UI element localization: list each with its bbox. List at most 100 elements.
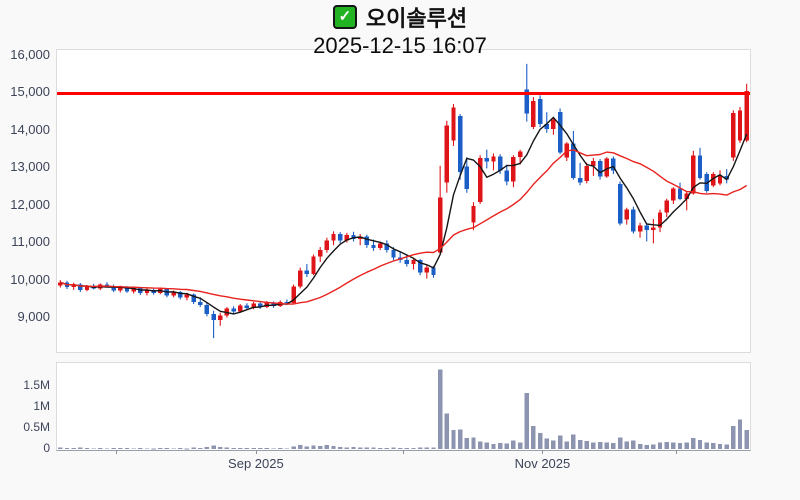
volume-bar bbox=[184, 448, 190, 450]
volume-bar bbox=[251, 448, 256, 449]
volume-axis-label: 1.5M bbox=[23, 378, 50, 393]
candle-body bbox=[411, 260, 416, 264]
price-chart-panel[interactable] bbox=[56, 49, 751, 353]
volume-bar bbox=[437, 369, 443, 449]
volume-bar bbox=[364, 447, 370, 449]
volume-bar bbox=[164, 447, 170, 449]
volume-bar bbox=[664, 441, 669, 449]
candle-body bbox=[304, 270, 310, 275]
candle-body bbox=[178, 292, 183, 298]
candle-body bbox=[551, 119, 556, 130]
candle-body bbox=[637, 225, 643, 232]
candle-body bbox=[731, 112, 736, 158]
month-tick bbox=[115, 450, 117, 454]
candle-body bbox=[364, 236, 370, 246]
volume-bar bbox=[531, 425, 536, 449]
volume-bar bbox=[611, 443, 616, 449]
price-chart-svg bbox=[57, 63, 750, 339]
candle-body bbox=[271, 302, 276, 306]
candle-body bbox=[744, 90, 749, 141]
volume-bar bbox=[64, 447, 70, 449]
candle-body bbox=[597, 160, 603, 177]
volume-bar bbox=[58, 447, 63, 449]
volume-bar bbox=[304, 446, 310, 449]
volume-bar bbox=[544, 438, 549, 449]
candle-body bbox=[404, 259, 410, 264]
volume-bar bbox=[744, 430, 749, 449]
candle-body bbox=[684, 193, 689, 199]
volume-bar bbox=[711, 443, 716, 449]
candle-body bbox=[671, 188, 676, 201]
volume-bar bbox=[244, 448, 250, 450]
volume-bar bbox=[411, 448, 416, 449]
candle-body bbox=[258, 303, 263, 308]
volume-bar bbox=[511, 440, 516, 449]
title-line: ✓ 오이솔루션 bbox=[0, 1, 800, 32]
candle-body bbox=[724, 175, 729, 180]
volume-chart-svg bbox=[58, 369, 749, 450]
volume-axis-label: 1M bbox=[33, 399, 50, 414]
volume-bar bbox=[457, 429, 463, 449]
volume-bar bbox=[178, 448, 183, 449]
candle-body bbox=[524, 89, 529, 114]
volume-bar bbox=[371, 447, 376, 449]
volume-bar bbox=[591, 442, 596, 449]
volume-bar bbox=[504, 443, 509, 449]
candle-body bbox=[331, 233, 336, 241]
candle-body bbox=[531, 100, 536, 128]
candle-body bbox=[417, 260, 423, 273]
page-subtitle: 2025-12-15 16:07 bbox=[313, 33, 487, 58]
volume-bar bbox=[337, 446, 343, 449]
volume-bar bbox=[724, 444, 729, 449]
candle-body bbox=[198, 302, 203, 306]
candle-body bbox=[384, 243, 390, 251]
candle-body bbox=[557, 112, 563, 153]
candle-body bbox=[311, 256, 316, 275]
candle-body bbox=[617, 183, 623, 224]
volume-bar bbox=[258, 448, 263, 450]
volume-bar bbox=[91, 448, 96, 450]
volume-chart-panel[interactable] bbox=[56, 362, 751, 451]
volume-bar bbox=[311, 445, 316, 449]
candle-body bbox=[371, 245, 376, 249]
candle-body bbox=[437, 197, 443, 253]
chart-header: ✓ 오이솔루션 2025-12-15 16:07 bbox=[0, 1, 800, 59]
volume-bar bbox=[577, 439, 583, 449]
candle-body bbox=[444, 125, 450, 183]
volume-bar bbox=[597, 441, 603, 449]
candle-body bbox=[324, 240, 330, 251]
volume-bar bbox=[104, 448, 110, 450]
candle-body bbox=[451, 107, 456, 141]
volume-bar bbox=[557, 435, 563, 449]
volume-bar bbox=[477, 441, 483, 449]
volume-bar bbox=[291, 446, 296, 449]
candle-body bbox=[691, 155, 696, 194]
volume-bar bbox=[464, 438, 470, 449]
candle-body bbox=[104, 284, 110, 287]
page-title: 오이솔루션 bbox=[365, 5, 468, 31]
volume-bar bbox=[191, 447, 196, 449]
volume-bar bbox=[704, 442, 709, 449]
candle-body bbox=[711, 174, 716, 186]
candle-body bbox=[471, 205, 476, 223]
candle-body bbox=[484, 157, 489, 162]
candle-body bbox=[238, 305, 243, 312]
volume-bar bbox=[84, 448, 90, 450]
volume-bar bbox=[98, 448, 103, 449]
x-axis-label: Sep 2025 bbox=[228, 456, 284, 471]
candle-body bbox=[457, 115, 463, 173]
volume-bar bbox=[684, 442, 689, 449]
volume-bar bbox=[231, 448, 236, 449]
x-axis-label: Nov 2025 bbox=[514, 456, 571, 471]
candle-body bbox=[344, 235, 350, 241]
candle-body bbox=[298, 270, 303, 287]
volume-bar bbox=[158, 448, 163, 450]
volume-bar bbox=[138, 448, 143, 449]
price-axis-label: 9,000 bbox=[17, 309, 50, 325]
volume-bar bbox=[517, 442, 523, 449]
volume-bar bbox=[637, 443, 643, 449]
candle-body bbox=[604, 158, 609, 177]
candle-body bbox=[337, 233, 343, 241]
volume-bar bbox=[717, 443, 723, 449]
